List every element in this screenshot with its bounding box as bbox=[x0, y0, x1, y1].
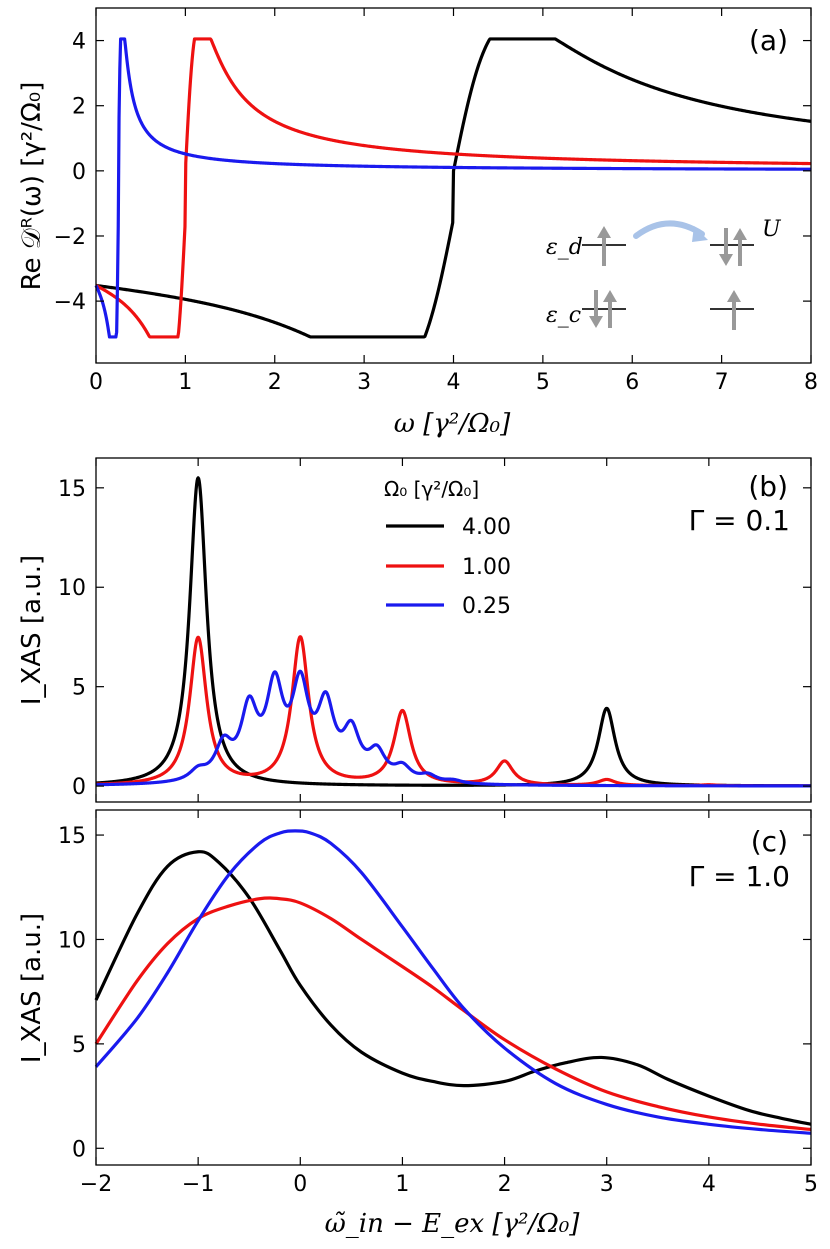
xtick-label: 4 bbox=[447, 370, 461, 395]
panel-c-curves bbox=[94, 829, 812, 1135]
curve-c-omega0-0.25 bbox=[94, 829, 812, 1135]
ytick-label: 5 bbox=[72, 676, 86, 701]
curve-a-omega0-4.00 bbox=[95, 37, 812, 339]
inset-interaction-label: U bbox=[762, 217, 782, 242]
xtick-label: 4 bbox=[702, 1172, 716, 1197]
spin-up-arrow-head-icon bbox=[597, 226, 611, 238]
ytick-label: 0 bbox=[72, 1137, 86, 1162]
panel-c-frame bbox=[95, 809, 812, 1166]
ytick-label: 10 bbox=[58, 928, 86, 953]
ytick-label: 4 bbox=[72, 30, 86, 55]
spin-up-arrow-head-icon bbox=[727, 290, 741, 302]
transition-arrow-head-icon bbox=[692, 226, 708, 242]
xtick-label: 6 bbox=[625, 370, 639, 395]
curve-a-omega0-1.00 bbox=[95, 37, 812, 339]
xtick-label: 5 bbox=[804, 1172, 818, 1197]
panel-c-label: (c) bbox=[751, 825, 788, 858]
curve-b-omega0-0.25 bbox=[94, 669, 813, 788]
xtick-label: 0 bbox=[89, 370, 103, 395]
xtick-label: 3 bbox=[600, 1172, 614, 1197]
panel-b-ylabel: I_XAS [a.u.] bbox=[17, 555, 47, 705]
panel-c-ticks: −2 −1 0 1 2 3 4 5 0 5 10 15 bbox=[58, 810, 818, 1197]
xtick-label: 3 bbox=[357, 370, 371, 395]
xtick-label: 7 bbox=[715, 370, 729, 395]
curve-a-omega0-0.25 bbox=[94, 37, 812, 339]
xtick-label: −1 bbox=[182, 1172, 214, 1197]
transition-arrow-icon bbox=[633, 220, 705, 239]
ytick-label: 0 bbox=[72, 775, 86, 800]
panel-b: 0 5 10 15 (b) Γ = 0.1 I_XAS [a.u.] Ω₀ [γ²/Ω… bbox=[17, 457, 813, 803]
panel-b-label: (b) bbox=[748, 470, 788, 503]
legend: Ω₀ [γ²/Ω₀] 4.00 1.00 0.25 bbox=[384, 477, 511, 619]
panel-a-ylabel: Re 𝒟ᴿ(ω) [γ²/Ω₀] bbox=[17, 82, 47, 291]
curve-c-omega0-4.00 bbox=[94, 850, 812, 1126]
xtick-label: −2 bbox=[80, 1172, 112, 1197]
spin-down-arrow-head-icon bbox=[719, 254, 733, 266]
legend-title: Ω₀ [γ²/Ω₀] bbox=[384, 477, 479, 501]
xtick-label: 0 bbox=[293, 1172, 307, 1197]
panel-a: 0 1 2 3 4 5 6 7 8 −4 −2 0 2 4 (a) ω [γ²/Ω₀] Re 𝒟ᴿ(ω) … bbox=[17, 7, 818, 439]
panel-b-frame bbox=[95, 457, 812, 803]
panel-b-curves bbox=[94, 476, 813, 788]
ytick-label: 2 bbox=[72, 95, 86, 120]
ytick-label: 15 bbox=[58, 477, 86, 502]
legend-label-0.25: 0.25 bbox=[462, 594, 511, 619]
spin-up-arrow-head-icon bbox=[603, 290, 617, 302]
ytick-label: −2 bbox=[54, 225, 86, 250]
ytick-label: 0 bbox=[72, 160, 86, 185]
panel-a-label: (a) bbox=[749, 24, 788, 57]
ytick-label: 15 bbox=[58, 824, 86, 849]
xtick-label: 5 bbox=[536, 370, 550, 395]
panel-a-curves bbox=[94, 37, 812, 339]
inset-level-c-label: ε_c bbox=[546, 303, 581, 328]
panel-c-gamma-annotation: Γ = 1.0 bbox=[689, 860, 790, 893]
xtick-label: 1 bbox=[178, 370, 192, 395]
ytick-label: 10 bbox=[58, 576, 86, 601]
ytick-label: −4 bbox=[54, 290, 86, 315]
xtick-label: 8 bbox=[804, 370, 818, 395]
legend-label-4.00: 4.00 bbox=[462, 515, 511, 540]
panel-c-xlabel: ω̃_in − E_ex [γ²/Ω₀] bbox=[325, 1209, 581, 1239]
xtick-label: 2 bbox=[498, 1172, 512, 1197]
spin-down-arrow-head-icon bbox=[589, 316, 603, 328]
level-diagram-inset: ε_d ε_c U bbox=[546, 217, 782, 330]
panel-c-ylabel: I_XAS [a.u.] bbox=[17, 913, 47, 1063]
panel-b-ticks: 0 5 10 15 bbox=[58, 458, 812, 802]
legend-label-1.00: 1.00 bbox=[462, 555, 511, 580]
panel-a-ticks: 0 1 2 3 4 5 6 7 8 −4 −2 0 2 4 bbox=[54, 8, 818, 395]
inset-level-d-label: ε_d bbox=[546, 235, 583, 260]
panel-b-gamma-annotation: Γ = 0.1 bbox=[689, 504, 790, 537]
spin-up-arrow-head-icon bbox=[733, 228, 747, 240]
panel-c: −2 −1 0 1 2 3 4 5 0 5 10 15 (c) Γ = 1.0 ω̃_in − E_e… bbox=[17, 809, 818, 1239]
ytick-label: 5 bbox=[72, 1033, 86, 1058]
xtick-label: 1 bbox=[395, 1172, 409, 1197]
xtick-label: 2 bbox=[268, 370, 282, 395]
panel-a-xlabel: ω [γ²/Ω₀] bbox=[394, 409, 511, 439]
